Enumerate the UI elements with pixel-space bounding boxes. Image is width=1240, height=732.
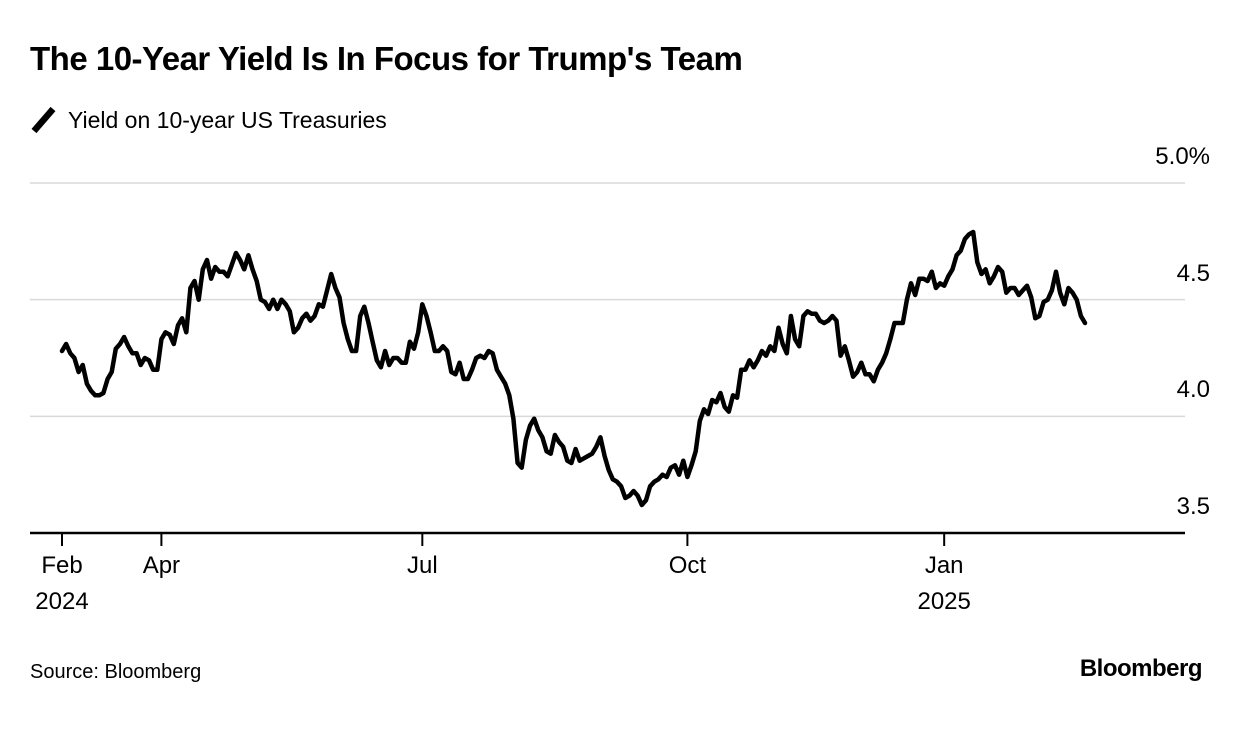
y-axis-label: 4.0 [1176, 376, 1210, 404]
series-line-icon [31, 106, 56, 134]
yield-line-path [59, 229, 1088, 508]
page-title: The 10-Year Yield Is In Focus for Trump'… [30, 40, 743, 77]
x-axis-year-label: 2024 [35, 588, 89, 615]
y-axis-label: 3.5 [1176, 493, 1210, 520]
x-axis-label: Jan [924, 552, 964, 579]
x-axis-year-label: 2025 [917, 588, 971, 615]
x-axis-label: Oct [668, 552, 707, 579]
x-axis-label: Jul [406, 552, 438, 579]
bloomberg-logo: Bloomberg [1079, 655, 1203, 682]
x-axis-label: Feb [41, 552, 83, 579]
y-axis-label: 4.5 [1176, 259, 1210, 287]
y-axis-label: 5.0% [1155, 143, 1210, 170]
x-axis-label: Apr [142, 552, 181, 579]
legend-label: Yield on 10-year US Treasuries [68, 106, 387, 133]
legend: Yield on 10-year US Treasuries [30, 104, 387, 136]
source-label: Source: Bloomberg [30, 661, 202, 683]
